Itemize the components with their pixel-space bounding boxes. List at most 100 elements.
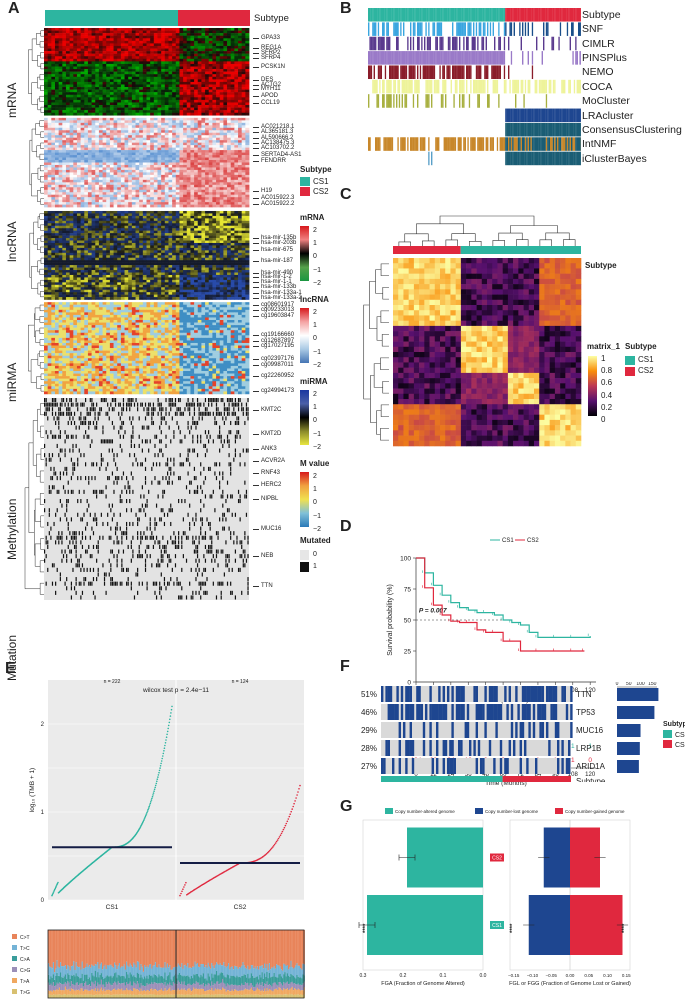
cluster-cell [400, 151, 402, 166]
cluster-cell [442, 94, 444, 108]
consensus-cell [565, 310, 571, 316]
spectrum-bar [224, 989, 226, 995]
gene-connector [253, 249, 259, 251]
cluster-cell [432, 51, 434, 65]
cluster-cell [551, 151, 553, 166]
cluster-cell [533, 22, 535, 36]
cluster-cell [482, 8, 485, 22]
gene-connector [253, 460, 259, 462]
cluster-cell [377, 122, 380, 137]
cluster-cell [509, 36, 511, 51]
cluster-cell [453, 108, 455, 123]
spectrum-bar [141, 977, 143, 986]
spectrum-bar [184, 976, 187, 985]
cluster-cell [387, 108, 390, 123]
cluster-cell [538, 94, 541, 108]
cluster-cell [405, 151, 408, 166]
cluster-cell [509, 65, 511, 80]
consensus-cell [554, 388, 561, 395]
cluster-cell [559, 108, 562, 123]
cluster-cell [391, 79, 394, 94]
cluster-cell [475, 122, 478, 137]
cluster-cell [453, 36, 455, 51]
cluster-cell [526, 65, 528, 80]
consensus-cell [497, 393, 503, 400]
cluster-cell [368, 94, 370, 108]
cluster-cell [548, 122, 551, 137]
cluster-cell [508, 51, 510, 65]
cluster-cell [551, 108, 553, 123]
cluster-cell [517, 65, 520, 80]
consensus-cell [460, 409, 467, 415]
consensus-cell [518, 336, 524, 342]
cluster-cell [405, 65, 408, 80]
cluster-cell [572, 65, 574, 80]
cluster-cell [445, 151, 447, 166]
spectrum-bar [104, 930, 106, 965]
cluster-cell [513, 8, 516, 22]
cluster-cell [436, 122, 439, 137]
spectrum-bar [79, 966, 81, 979]
cluster-cell [488, 36, 490, 51]
consensus-cell [502, 341, 509, 348]
cluster-cell [569, 108, 572, 123]
consensus-cell [481, 315, 488, 321]
spectrum-bar [69, 994, 71, 998]
consensus-cell [424, 346, 430, 353]
spectrum-bar [266, 972, 268, 982]
cluster-cell [523, 22, 525, 36]
cluster-row-COCA [368, 79, 581, 94]
consensus-cell [544, 284, 550, 290]
spectrum-bar [242, 985, 244, 991]
cluster-cell [417, 51, 419, 65]
consensus-cell [549, 388, 556, 395]
cluster-cell [405, 79, 408, 94]
cluster-cell [544, 137, 546, 151]
spectrum-bar [286, 981, 289, 989]
spectrum-bar [280, 989, 283, 995]
consensus-cell [413, 383, 420, 389]
cluster-cell [466, 65, 468, 80]
cluster-cell [389, 108, 391, 123]
cluster-cell [435, 151, 437, 166]
consensus-cell [492, 383, 498, 389]
cluster-cell [389, 151, 391, 166]
consensus-cell [398, 414, 404, 421]
cluster-cell [384, 65, 387, 80]
spectrum-bar [243, 930, 245, 966]
cluster-cell [512, 51, 514, 65]
cluster-cell [447, 51, 450, 65]
consensus-cell [565, 305, 571, 311]
spectrum-bar [225, 995, 227, 998]
consensus-cell [502, 273, 509, 280]
spectrum-bar [230, 975, 232, 985]
consensus-cell [513, 278, 519, 285]
consensus-cell [419, 325, 425, 332]
cluster-cell [376, 151, 378, 166]
cluster-cell [555, 22, 558, 36]
cluster-cell [415, 79, 418, 94]
spectrum-bar [157, 991, 159, 995]
dendrogram-link [380, 263, 389, 276]
cluster-cell [489, 22, 492, 36]
cluster-cell [454, 36, 457, 51]
spectrum-bar [150, 994, 152, 998]
dendrogram-link [363, 304, 371, 400]
consensus-cell [554, 310, 561, 316]
cluster-cell [540, 51, 542, 65]
cluster-cell [548, 51, 551, 65]
tmb-point [149, 802, 152, 805]
consensus-cell [460, 284, 467, 290]
spectrum-bar [213, 930, 215, 969]
consensus-cell [471, 346, 477, 353]
cluster-cell [491, 51, 493, 65]
cluster-cell [489, 94, 492, 108]
consensus-cell [502, 258, 509, 264]
consensus-cell [507, 357, 514, 363]
consensus-cell [440, 325, 446, 332]
consensus-cell [440, 331, 446, 337]
spectrum-bar [207, 973, 209, 983]
consensus-cell [575, 325, 582, 332]
cluster-cell [562, 36, 565, 51]
